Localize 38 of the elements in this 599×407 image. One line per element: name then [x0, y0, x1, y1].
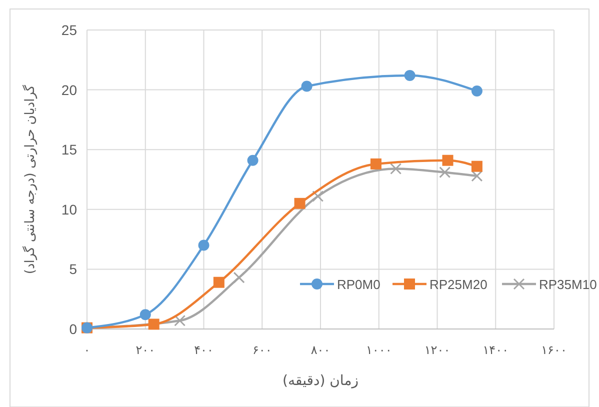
- x-tick-label: ۱۶۰۰: [541, 343, 567, 357]
- legend-label: RP0M0: [337, 277, 380, 292]
- point: [148, 318, 160, 330]
- x-tick-label: ۱۲۰۰: [424, 343, 450, 357]
- x-tick-label: ۶۰۰: [252, 343, 272, 357]
- point: [312, 190, 324, 202]
- point: [294, 198, 306, 209]
- point: [140, 309, 151, 320]
- legend-label: RP35M10: [539, 277, 597, 292]
- legend-label: RP25M20: [430, 277, 488, 292]
- point: [247, 154, 258, 166]
- point: [439, 166, 451, 178]
- point: [198, 240, 210, 251]
- y-tick-label: 25: [61, 22, 78, 38]
- y-tick-label: 20: [61, 82, 78, 98]
- x-tick-label: ۱۰۰۰: [366, 343, 392, 357]
- x-tick-label: ۲۰۰: [136, 343, 156, 357]
- point: [233, 272, 245, 284]
- y-tick-label: 15: [61, 142, 78, 158]
- y-tick-label: 10: [61, 201, 78, 218]
- x-tick-label: ۴۰۰: [194, 343, 214, 357]
- y-axis-title: گرادیان حرارتی (درجه سانتی گراد): [22, 84, 38, 274]
- x-tick-label: ۸۰۰: [310, 343, 330, 357]
- y-tick-label: 5: [69, 261, 78, 278]
- point: [174, 314, 186, 326]
- point: [471, 85, 482, 96]
- point: [370, 158, 382, 170]
- point: [404, 70, 416, 81]
- x-axis-title: زمان (دقیقه): [282, 373, 358, 389]
- x-tick-label: ۱۴۰۰: [482, 343, 509, 357]
- point: [471, 170, 483, 182]
- point: [390, 162, 402, 174]
- y-tick-label: 0: [69, 321, 78, 337]
- point: [213, 276, 224, 288]
- point: [442, 154, 454, 166]
- point: [471, 160, 482, 172]
- point: [301, 80, 312, 92]
- x-tick-label: ۰: [84, 343, 90, 357]
